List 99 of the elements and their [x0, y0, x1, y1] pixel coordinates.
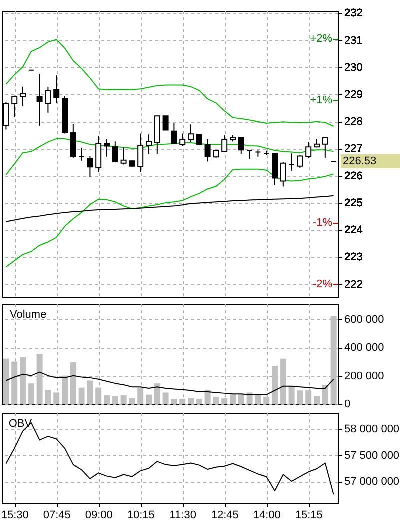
candlestick — [171, 123, 178, 145]
bar — [222, 398, 228, 404]
text: 226.53 — [343, 155, 377, 168]
candlestick — [54, 75, 60, 104]
candlestick — [87, 156, 94, 178]
bar — [297, 390, 304, 404]
bar — [162, 392, 169, 404]
bar — [146, 394, 152, 404]
bar — [230, 394, 236, 404]
y2-tick-label: -2% — [312, 278, 333, 291]
candlestick — [297, 154, 304, 168]
y-tick-label: 227 — [344, 143, 363, 156]
bar — [78, 388, 85, 404]
bar — [62, 376, 68, 404]
bar — [188, 398, 194, 404]
bar — [213, 396, 220, 404]
candlestick — [196, 134, 202, 146]
x-tick-label: 15:30 — [1, 510, 29, 522]
candlestick — [12, 95, 18, 118]
candlestick — [188, 124, 194, 143]
candlestick — [20, 86, 26, 107]
y-tick-label: 0 — [344, 398, 351, 410]
chart-title: Volume — [10, 309, 47, 321]
candlestick — [112, 141, 118, 164]
candlestick — [146, 134, 152, 155]
candlestick — [222, 134, 228, 153]
bar — [180, 399, 186, 404]
y-tick-label: 400 000 — [344, 342, 384, 354]
y2-tick-label: +2% — [310, 33, 333, 46]
y-tick-label: 224 — [344, 224, 363, 237]
y-tick-label: 200 000 — [344, 370, 384, 382]
bar — [28, 384, 34, 404]
candlestick — [204, 138, 211, 162]
x-tick-label: 11:30 — [170, 510, 196, 522]
candlestick — [120, 146, 127, 166]
candlestick — [78, 147, 85, 162]
y-tick-label: 57 000 000 — [344, 476, 400, 488]
candlestick — [246, 150, 253, 160]
y2-tick-label: +1% — [310, 94, 333, 106]
bar — [104, 396, 110, 404]
bar — [3, 358, 10, 404]
bar — [154, 384, 160, 404]
candlestick — [280, 161, 286, 188]
y-tick-label: 226 — [344, 170, 363, 182]
candlestick — [322, 137, 328, 158]
bar — [20, 358, 26, 404]
x-tick-label: 09:00 — [85, 510, 113, 522]
x-tick-label: 10:15 — [127, 510, 155, 522]
candlestick — [104, 138, 110, 158]
bar — [288, 386, 295, 404]
candlestick — [45, 86, 52, 114]
bar — [36, 354, 43, 404]
candlestick — [162, 116, 169, 131]
x-tick-label: 14:00 — [253, 510, 281, 522]
bar — [120, 396, 127, 404]
y-tick-label: 222 — [344, 278, 363, 291]
bar — [70, 362, 76, 404]
candlestick — [238, 137, 244, 155]
bar — [280, 358, 286, 404]
bar — [54, 392, 60, 404]
bar — [238, 394, 244, 404]
bar — [196, 399, 202, 404]
candlestick — [180, 133, 186, 147]
y-tick-label: 231 — [344, 34, 363, 47]
text: OBV — [8, 418, 33, 430]
bar — [314, 396, 320, 404]
y-tick-label: 58 000 000 — [344, 424, 400, 436]
y-tick-label: 232 — [344, 8, 363, 20]
bar — [264, 396, 270, 404]
bar — [330, 316, 337, 404]
bar — [45, 390, 52, 404]
bar — [12, 362, 18, 404]
bar — [246, 392, 253, 404]
y-tick-label: 223 — [344, 252, 363, 264]
line-series — [6, 372, 334, 396]
candlestick — [288, 153, 295, 172]
bar — [171, 399, 178, 404]
bar — [204, 390, 211, 404]
y-tick-label: 230 — [344, 62, 363, 74]
bar — [87, 380, 94, 404]
y-tick-label: 57 500 000 — [344, 450, 400, 462]
candlestick — [138, 133, 144, 173]
y-tick-label: 600 000 — [344, 314, 384, 326]
y-tick-label: 228 — [344, 116, 363, 128]
bar — [129, 398, 136, 404]
bar — [138, 388, 144, 404]
bar — [272, 366, 278, 404]
bar — [322, 384, 328, 404]
candlestick — [36, 74, 43, 126]
x-tick-label: 12:45 — [211, 510, 239, 522]
bar — [96, 388, 102, 404]
bar — [306, 390, 312, 404]
y-tick-label: 229 — [344, 88, 363, 101]
bar — [112, 396, 118, 404]
x-tick-label: 07:45 — [43, 510, 71, 522]
candlestick — [306, 142, 312, 159]
y2-tick-label: -1% — [312, 217, 333, 230]
y-tick-label: 225 — [344, 197, 363, 210]
x-tick-label: 15:15 — [295, 510, 323, 522]
